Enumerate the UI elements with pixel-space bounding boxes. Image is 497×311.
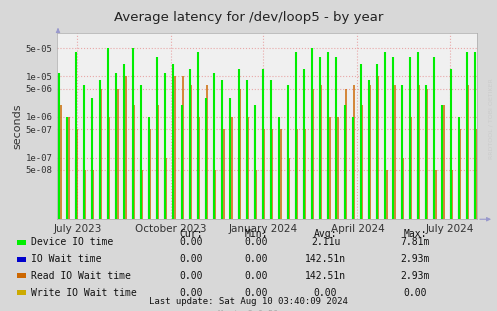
Text: Device IO time: Device IO time bbox=[31, 237, 113, 247]
Text: 0.00: 0.00 bbox=[179, 237, 203, 247]
Text: 2.93m: 2.93m bbox=[400, 254, 430, 264]
Text: Min:: Min: bbox=[244, 229, 268, 239]
Text: Max:: Max: bbox=[403, 229, 427, 239]
Text: Read IO Wait time: Read IO Wait time bbox=[31, 271, 131, 281]
Text: 0.00: 0.00 bbox=[179, 271, 203, 281]
Text: 0.00: 0.00 bbox=[244, 237, 268, 247]
Text: 7.81m: 7.81m bbox=[400, 237, 430, 247]
Text: RRDTOOL / TOBI OETIKER: RRDTOOL / TOBI OETIKER bbox=[489, 78, 494, 159]
Text: 0.00: 0.00 bbox=[244, 254, 268, 264]
Y-axis label: seconds: seconds bbox=[12, 103, 23, 149]
Text: 0.00: 0.00 bbox=[179, 254, 203, 264]
Text: Average latency for /dev/loop5 - by year: Average latency for /dev/loop5 - by year bbox=[114, 11, 383, 24]
Text: 0.00: 0.00 bbox=[314, 288, 337, 298]
Text: 142.51n: 142.51n bbox=[305, 271, 346, 281]
Text: Last update: Sat Aug 10 03:40:09 2024: Last update: Sat Aug 10 03:40:09 2024 bbox=[149, 297, 348, 306]
Text: 0.00: 0.00 bbox=[179, 288, 203, 298]
Text: Munin 2.0.56: Munin 2.0.56 bbox=[219, 310, 278, 311]
Text: Avg:: Avg: bbox=[314, 229, 337, 239]
Text: Cur:: Cur: bbox=[179, 229, 203, 239]
Text: 0.00: 0.00 bbox=[244, 271, 268, 281]
Text: 2.11u: 2.11u bbox=[311, 237, 340, 247]
Text: 0.00: 0.00 bbox=[244, 288, 268, 298]
Text: Write IO Wait time: Write IO Wait time bbox=[31, 288, 137, 298]
Text: 0.00: 0.00 bbox=[403, 288, 427, 298]
Text: 142.51n: 142.51n bbox=[305, 254, 346, 264]
Text: IO Wait time: IO Wait time bbox=[31, 254, 101, 264]
Text: 2.93m: 2.93m bbox=[400, 271, 430, 281]
